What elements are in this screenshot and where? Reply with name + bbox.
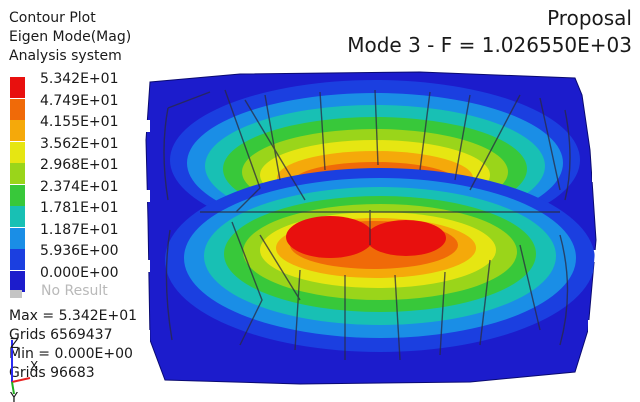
- legend-swatch: [10, 163, 25, 184]
- legend-swatch: [10, 270, 25, 292]
- legend-swatch: [10, 77, 25, 98]
- legend-swatch: [10, 206, 25, 227]
- no-result-swatch: [10, 290, 22, 298]
- legend-swatch: [10, 227, 25, 249]
- no-result-label: No Result: [41, 283, 108, 299]
- legend-level-label: 4.155E+01: [40, 114, 119, 130]
- view-triad[interactable]: Z X Y: [0, 330, 40, 402]
- y-axis-label: Y: [9, 391, 18, 402]
- legend-level-label: 2.374E+01: [40, 178, 119, 195]
- max-value-label: Max = 5.342E+01: [9, 308, 138, 324]
- legend-level-label: 1.781E+01: [40, 200, 119, 216]
- x-axis-label: X: [30, 359, 38, 373]
- stiffener-lines: [163, 89, 571, 361]
- z-axis-label: Z: [10, 337, 19, 352]
- legend-swatch: [10, 249, 25, 270]
- legend-level-label: 4.749E+01: [40, 92, 119, 109]
- legend-swatch: [10, 98, 25, 120]
- legend-level-label: 1.187E+01: [40, 221, 119, 238]
- model-title: Proposal: [547, 6, 632, 30]
- min-value-label: Min = 0.000E+00: [9, 346, 133, 362]
- legend-level-label: 0.000E+00: [40, 264, 119, 281]
- x-axis: [11, 377, 31, 383]
- mode-title: Mode 3 - F = 1.026550E+03: [347, 33, 632, 57]
- y-axis: [11, 381, 15, 395]
- legend-swatch: [10, 141, 25, 163]
- legend-level-label: 5.936E+00: [40, 243, 119, 259]
- legend-level-label: 2.968E+01: [40, 157, 119, 173]
- min-grid-label: Grids 96683: [9, 365, 95, 381]
- legend-level-label: 5.342E+01: [40, 71, 119, 87]
- legend-swatch: [10, 120, 25, 141]
- max-grid-label: Grids 6569437: [9, 327, 113, 343]
- contour-bands: [165, 80, 595, 352]
- legend-level-label: 3.562E+01: [40, 135, 119, 152]
- header-title: Contour Plot: [9, 10, 96, 26]
- legend-swatch: [10, 184, 25, 206]
- header-result-type: Eigen Mode(Mag): [9, 29, 132, 45]
- header-system: Analysis system: [9, 48, 122, 64]
